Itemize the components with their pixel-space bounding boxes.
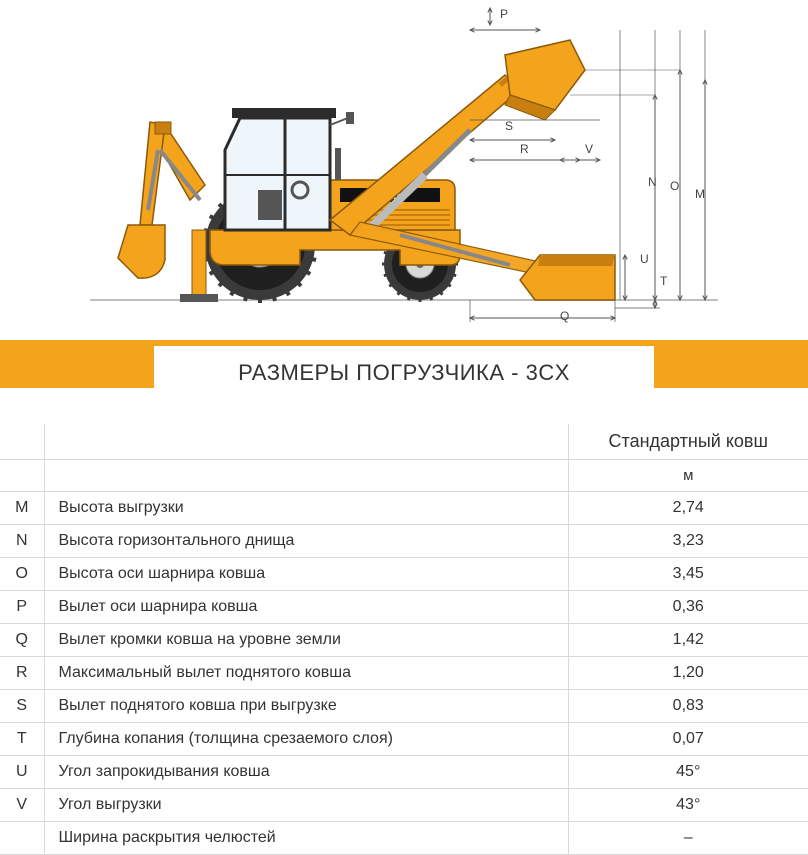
table-row: SВылет поднятого ковша при выгрузке0,83 (0, 690, 808, 723)
row-description: Ширина раскрытия челюстей (44, 822, 568, 855)
row-description: Глубина копания (толщина срезаемого слоя… (44, 723, 568, 756)
row-letter: T (0, 723, 44, 756)
table-row: Ширина раскрытия челюстей– (0, 822, 808, 855)
row-description: Вылет поднятого ковша при выгрузке (44, 690, 568, 723)
row-letter: R (0, 657, 44, 690)
row-description: Высота оси шарнира ковша (44, 558, 568, 591)
header-blank-1 (0, 424, 44, 460)
row-letter: O (0, 558, 44, 591)
header-blank-4 (44, 460, 568, 492)
table-row: MВысота выгрузки2,74 (0, 492, 808, 525)
header-unit: м (568, 460, 808, 492)
row-value: 1,20 (568, 657, 808, 690)
row-value: – (568, 822, 808, 855)
row-value: 3,23 (568, 525, 808, 558)
table-row: RМаксимальный вылет поднятого ковша1,20 (0, 657, 808, 690)
svg-text:O: O (670, 179, 679, 193)
row-letter (0, 822, 44, 855)
svg-text:S: S (505, 119, 513, 133)
svg-text:V: V (585, 142, 593, 156)
svg-text:T: T (660, 274, 668, 288)
table-row: OВысота оси шарнира ковша3,45 (0, 558, 808, 591)
row-description: Высота горизонтального днища (44, 525, 568, 558)
svg-text:N: N (648, 175, 657, 189)
svg-text:R: R (520, 142, 529, 156)
row-value: 0,07 (568, 723, 808, 756)
row-description: Максимальный вылет поднятого ковша (44, 657, 568, 690)
row-letter: V (0, 789, 44, 822)
row-description: Вылет кромки ковша на уровне земли (44, 624, 568, 657)
row-value: 0,83 (568, 690, 808, 723)
table-row: VУгол выгрузки43° (0, 789, 808, 822)
row-description: Угол запрокидывания ковша (44, 756, 568, 789)
svg-text:P: P (500, 7, 508, 21)
table-row: NВысота горизонтального днища3,23 (0, 525, 808, 558)
title-container: РАЗМЕРЫ ПОГРУЗЧИКА - 3CX (154, 346, 655, 400)
table-row: UУгол запрокидывания ковша45° (0, 756, 808, 789)
row-letter: M (0, 492, 44, 525)
row-letter: S (0, 690, 44, 723)
svg-text:U: U (640, 252, 649, 266)
row-value: 2,74 (568, 492, 808, 525)
row-description: Вылет оси шарнира ковша (44, 591, 568, 624)
row-value: 43° (568, 789, 808, 822)
row-description: Высота выгрузки (44, 492, 568, 525)
specs-table: Стандартный ковш м MВысота выгрузки2,74N… (0, 424, 808, 855)
header-blank-2 (44, 424, 568, 460)
table-row: PВылет оси шарнира ковша0,36 (0, 591, 808, 624)
table-row: QВылет кромки ковша на уровне земли1,42 (0, 624, 808, 657)
svg-text:Q: Q (560, 309, 569, 323)
row-value: 1,42 (568, 624, 808, 657)
header-blank-3 (0, 460, 44, 492)
row-letter: N (0, 525, 44, 558)
row-description: Угол выгрузки (44, 789, 568, 822)
row-value: 0,36 (568, 591, 808, 624)
table-row: TГлубина копания (толщина срезаемого сло… (0, 723, 808, 756)
header-bucket: Стандартный ковш (568, 424, 808, 460)
row-letter: Q (0, 624, 44, 657)
row-value: 45° (568, 756, 808, 789)
svg-text:M: M (695, 187, 705, 201)
row-letter: U (0, 756, 44, 789)
row-letter: P (0, 591, 44, 624)
loader-diagram: JCBPSRVNOMUTQ (0, 0, 808, 330)
row-value: 3,45 (568, 558, 808, 591)
page-title: РАЗМЕРЫ ПОГРУЗЧИКА - 3CX (238, 360, 570, 386)
